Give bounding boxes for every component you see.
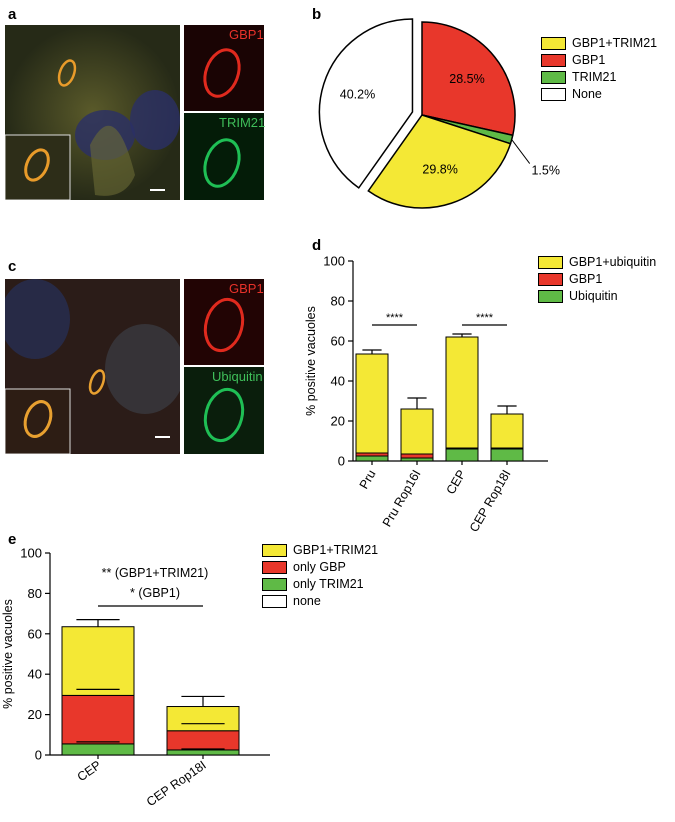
legend-entry: GBP1 [541,53,605,67]
panel-letter-b: b [312,6,322,23]
micrograph-c-ubiquitin-label: Ubiquitin [212,369,263,384]
x-tick-label: CEP Rop18I [144,758,209,809]
bar-segment-gbp1-ubiquitin [445,336,479,449]
bar-segment-only-trim21 [166,749,240,756]
x-tick-label: CEP Rop18I [467,468,514,535]
legend-swatch [541,36,566,50]
bar-segment-gbp1-ubiquitin [400,408,434,455]
legend-swatch [262,543,287,557]
pie-label: 28.5% [449,72,484,86]
legend-entry: None [541,87,602,101]
bar-segment-ubiquitin [355,455,389,462]
legend-entry: none [262,594,321,608]
bar-segment-gbp1-ubiquitin [490,413,524,449]
bar-segment-gbp1-ubiquitin [355,353,389,454]
panel-letter-a: a [8,6,17,23]
legend-entry: GBP1+ubiquitin [538,255,656,269]
pie-slice-gbp1-trim21 [367,114,512,209]
bar-chart-d: 0 20 40 60 80 100 % positive vacuoles Pru Pru Ro… [304,254,548,535]
legend-swatch [262,560,287,574]
legend-swatch [538,289,563,303]
bar-segment-ubiquitin [445,448,479,462]
legend-label: GBP1 [572,53,606,67]
bar-segment-gbp1 [400,453,434,459]
legend-entry: only TRIM21 [262,577,364,591]
x-tick-label: CEP [75,758,104,784]
legend-entry: TRIM21 [541,70,616,84]
micrograph-c-ubiquitin [184,367,264,454]
micrograph-c-merge [5,279,180,454]
micrograph-a-trim21-label: TRIM21 [219,115,266,130]
legend-swatch [541,70,566,84]
micrograph-a-gbp1-label: GBP1 [229,27,264,42]
legend-entry: only GBP [262,560,346,574]
y-axis-label: % positive vacuoles [1,599,15,709]
bar-segment-only-gbp [61,694,135,745]
pie-leader-line [511,139,531,164]
y-tick-label: 100 [20,546,42,561]
bar-chart-e: 0 20 40 60 80 100 % positive vacuoles CEP CEP Ro… [1,546,270,809]
x-tick-label: Pru Rop16I [380,468,424,530]
bar-segment-gbp1-trim21 [61,626,135,696]
y-axis-label: % positive vacuoles [304,306,318,416]
legend-label: GBP1+TRIM21 [572,36,658,50]
y-tick-label: 20 [28,707,42,722]
annotation-gbp1-trim21: ** (GBP1+TRIM21) [102,566,209,580]
bar-segment-gbp1-trim21 [166,706,240,732]
bar-segment-ubiquitin [490,448,524,462]
legend-swatch [538,255,563,269]
y-tick-label: 100 [323,254,345,269]
legend-label: only TRIM21 [293,577,364,591]
legend-swatch [541,53,566,67]
pie-label: 1.5% [531,164,560,178]
y-tick-label: 60 [28,626,42,641]
legend-label: Ubiquitin [569,289,618,303]
legend-label: None [572,87,602,101]
significance-label: **** [476,312,494,324]
y-tick-label: 0 [338,454,345,469]
legend-entry: GBP1+TRIM21 [262,543,378,557]
pie-slice-none [318,18,414,189]
micrograph-a-trim21 [184,113,264,200]
legend-label: GBP1+ubiquitin [569,255,657,269]
micrograph-a-merge [5,25,180,200]
annotation-gbp1: * (GBP1) [130,586,180,600]
legend-entry: GBP1+TRIM21 [541,36,657,50]
legend-swatch [262,577,287,591]
legend-label: only GBP [293,560,346,574]
panel-letter-c: c [8,258,17,275]
legend-swatch [538,272,563,286]
y-tick-label: 20 [331,414,345,429]
panel-letter-e: e [8,531,17,548]
micrograph-a-gbp1 [184,25,264,111]
legend-entry: Ubiquitin [538,289,618,303]
y-tick-label: 40 [331,374,345,389]
legend-swatch [541,87,566,101]
significance-label: **** [386,312,404,324]
pie-chart-b: 28.5% 1.5% 29.8% 40.2% [318,18,560,209]
legend-label: GBP1 [569,272,603,286]
pie-label: 40.2% [340,87,375,101]
pie-slice-gbp1 [421,21,516,137]
y-tick-label: 40 [28,667,42,682]
pie-label: 29.8% [422,163,457,177]
x-tick-label: CEP [444,468,469,497]
legend-label: TRIM21 [572,70,617,84]
bar-segment-only-trim21 [61,743,135,756]
y-tick-label: 80 [331,294,345,309]
micrograph-c-gbp1 [184,279,264,365]
legend-label: GBP1+TRIM21 [293,543,379,557]
legend-label: none [293,594,321,608]
bar-segment-only-gbp [166,730,240,751]
y-tick-label: 60 [331,334,345,349]
y-tick-label: 80 [28,586,42,601]
legend-entry: GBP1 [538,272,602,286]
panel-letter-d: d [312,237,322,254]
legend-swatch [262,594,287,608]
x-tick-label: Pru [357,467,379,491]
y-tick-label: 0 [35,748,42,763]
micrograph-c-gbp1-label: GBP1 [229,281,264,296]
